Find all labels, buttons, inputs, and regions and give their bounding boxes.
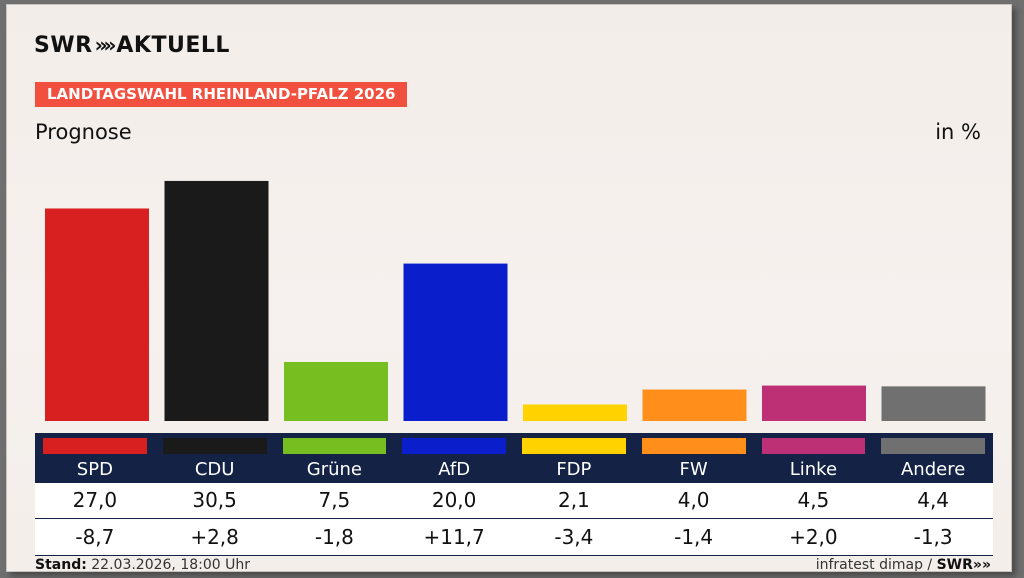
source-swr-logo: SWR»» xyxy=(936,557,991,572)
party-name: CDU xyxy=(194,459,235,480)
change-values-row: -8,7 +2,8 -1,8 +11,7 -3,4 -1,4 +2,0 -1,3 xyxy=(35,519,993,556)
change-label-linke: +2,0 xyxy=(789,525,838,549)
change-label-andere: -1,3 xyxy=(913,525,953,549)
party-color-swatch xyxy=(641,438,746,454)
party-name: FW xyxy=(679,459,708,480)
results-table: SPD CDU Grüne AfD FDP FW Linke Andere 27,0 30,5 7… xyxy=(35,433,993,556)
party-name: AfD xyxy=(438,459,471,480)
party-color-swatch xyxy=(522,438,626,454)
change-label-afd: +11,7 xyxy=(423,525,485,549)
bar-cdu xyxy=(164,180,269,421)
party-header-afd: AfD xyxy=(394,433,514,483)
value-label-fw: 4,0 xyxy=(677,488,710,512)
party-header-fdp: FDP xyxy=(514,433,634,483)
party-color-swatch xyxy=(402,438,506,454)
party-color-swatch xyxy=(282,438,387,454)
change-label-spd: -8,7 xyxy=(75,525,115,549)
timestamp: Stand: 22.03.2026, 18:00 Uhr xyxy=(35,557,250,572)
source-credit: infratest dimap / SWR»» xyxy=(815,557,991,572)
result-values-row: 27,0 30,5 7,5 20,0 2,1 4,0 4,5 4,4 xyxy=(35,483,993,519)
bar-afd xyxy=(403,263,508,421)
party-name: Andere xyxy=(900,459,966,480)
bar-andere xyxy=(881,386,986,421)
unit-label: in % xyxy=(935,120,981,144)
party-header-spd: SPD xyxy=(35,433,155,483)
bar-chart xyxy=(45,180,986,421)
value-label-linke: 4,5 xyxy=(797,488,830,512)
party-header-andere: Andere xyxy=(873,433,993,483)
bar-fdp xyxy=(523,404,627,421)
party-color-swatch xyxy=(761,438,866,454)
chart-card: SWR»» AKTUELL LANDTAGSWAHL RHEINLAND-PFAL… xyxy=(6,4,1012,572)
party-color-swatch xyxy=(162,438,267,454)
party-header-cdu: CDU xyxy=(155,433,275,483)
party-name: Grüne xyxy=(306,459,362,480)
election-banner: LANDTAGSWAHL RHEINLAND-PFALZ 2026 xyxy=(35,82,408,107)
bar-fw xyxy=(642,389,747,421)
change-label-cdu: +2,8 xyxy=(190,525,239,549)
value-label-grüne: 7,5 xyxy=(318,488,351,512)
party-header-linke: Linke xyxy=(754,433,874,483)
logo-swr-text: SWR xyxy=(34,33,93,58)
party-header-row: SPD CDU Grüne AfD FDP FW Linke Andere xyxy=(35,433,993,483)
party-header-grüne: Grüne xyxy=(275,433,395,483)
value-label-andere: 4,4 xyxy=(917,488,950,512)
change-label-fdp: -3,4 xyxy=(554,525,594,549)
value-label-afd: 20,0 xyxy=(431,488,477,512)
swr-aktuell-logo: SWR»» AKTUELL xyxy=(34,33,230,58)
party-color-swatch xyxy=(43,438,147,454)
party-name: FDP xyxy=(556,459,592,480)
value-label-spd: 27,0 xyxy=(72,488,118,512)
logo-aktuell-text: AKTUELL xyxy=(116,33,230,58)
party-name: Linke xyxy=(789,459,838,480)
change-label-grüne: -1,8 xyxy=(314,525,354,549)
bar-spd xyxy=(45,208,149,421)
party-color-swatch xyxy=(881,438,985,454)
value-label-cdu: 30,5 xyxy=(192,488,237,512)
party-header-fw: FW xyxy=(634,433,754,483)
chart-subtitle: Prognose xyxy=(35,120,132,144)
value-label-fdp: 2,1 xyxy=(557,488,590,512)
change-label-fw: -1,4 xyxy=(674,525,714,549)
bar-grüne xyxy=(284,361,388,421)
bar-linke xyxy=(762,385,866,421)
party-name: SPD xyxy=(76,459,113,480)
